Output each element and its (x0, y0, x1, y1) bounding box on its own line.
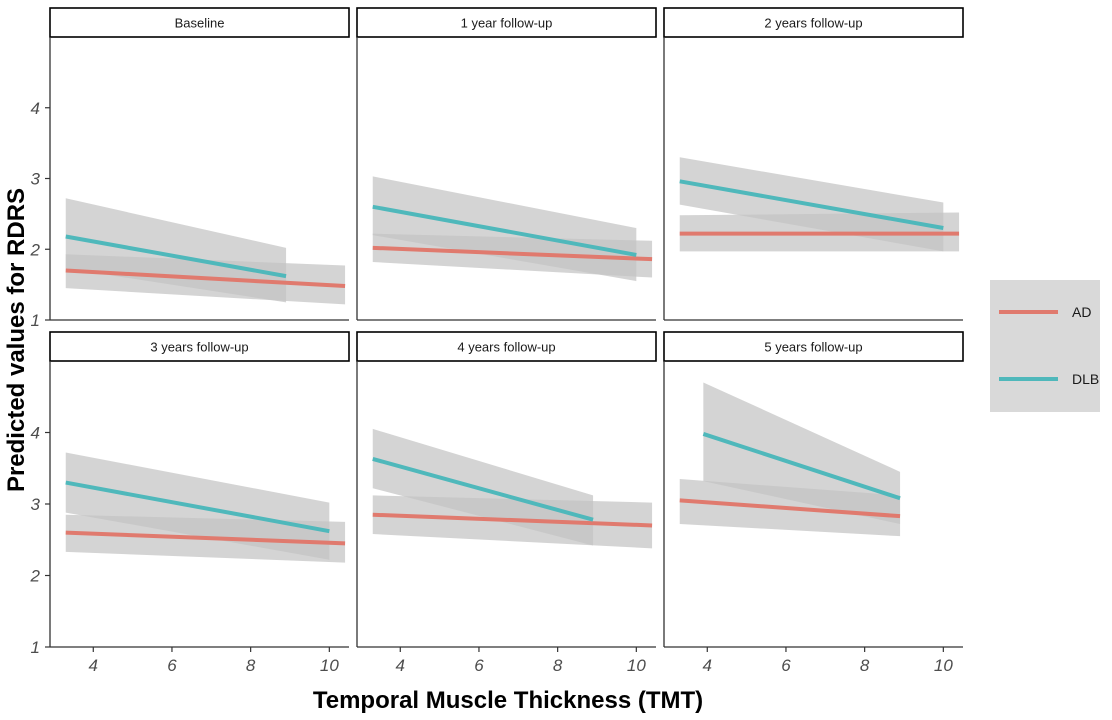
legend-label-ad: AD (1072, 304, 1091, 320)
facet-strip-label: 5 years follow-up (764, 340, 862, 355)
confidence-band-dlb (703, 382, 901, 525)
x-tick-label: 6 (474, 656, 484, 675)
facet-strip (49, 7, 350, 38)
legend-label-dlb: DLB (1072, 371, 1099, 387)
series-line-ad (65, 530, 346, 546)
series-line-ad (372, 245, 653, 262)
series-line-dlb (372, 457, 594, 522)
series-line-dlb (65, 480, 330, 534)
x-tick-label: 8 (860, 656, 870, 675)
x-tick-label: 8 (553, 656, 563, 675)
confidence-band-dlb (65, 198, 287, 303)
facet-strip-label: 2 years follow-up (764, 16, 862, 31)
facet-strip (663, 7, 964, 38)
legend-background (990, 280, 1100, 412)
x-tick-label: 6 (781, 656, 791, 675)
facet-strip-label: 1 year follow-up (461, 16, 553, 31)
x-axis-title: Temporal Muscle Thickness (TMT) (313, 687, 703, 714)
y-tick-label: 1 (31, 311, 40, 330)
x-tick-label: 10 (320, 656, 339, 675)
facet-strip (356, 331, 657, 362)
y-tick-label: 4 (31, 99, 40, 118)
facet-panel: 1 year follow-up (356, 7, 657, 321)
facet-strip-label: Baseline (175, 16, 225, 31)
facet-strip-label: 3 years follow-up (150, 340, 248, 355)
legend: AD DLB (990, 280, 1100, 412)
x-tick-label: 10 (627, 656, 646, 675)
x-tick-label: 4 (703, 656, 712, 675)
confidence-band-dlb (372, 428, 594, 546)
facet-panel: 3 years follow-up 1 2 3 4 4 6 8 10 (30, 331, 350, 675)
panels: Baseline 1 2 3 4 1 year follow-up 2 years foll… (30, 7, 964, 675)
facet-strip (356, 7, 657, 38)
series-line-ad (679, 498, 901, 519)
x-tick-label: 4 (89, 656, 98, 675)
series-line-dlb (679, 179, 944, 230)
x-tick-label: 8 (246, 656, 256, 675)
series-line-dlb (65, 234, 287, 279)
x-tick-label: 4 (396, 656, 405, 675)
y-tick-label: 1 (31, 638, 40, 657)
x-tick-label: 10 (934, 656, 953, 675)
series-line-dlb (372, 204, 637, 257)
facet-strip (663, 331, 964, 362)
facet-panel: Baseline 1 2 3 4 (30, 7, 350, 330)
facet-panel: 2 years follow-up (663, 7, 964, 321)
y-tick-label: 2 (30, 567, 41, 586)
series-line-dlb (702, 432, 901, 501)
facet-strip (49, 331, 350, 362)
y-tick-label: 4 (31, 424, 40, 443)
series-line-ad (65, 268, 346, 289)
x-tick-label: 6 (167, 656, 177, 675)
y-tick-label: 2 (30, 240, 41, 259)
y-tick-label: 3 (31, 170, 41, 189)
series-line-ad (372, 512, 653, 528)
y-axis-title: Predicted values for RDRS (3, 188, 30, 492)
facet-strip-label: 4 years follow-up (457, 340, 555, 355)
facet-panel: 5 years follow-up 4 6 8 10 (663, 331, 964, 675)
y-tick-label: 3 (31, 495, 41, 514)
facet-panel: 4 years follow-up 4 6 8 10 (356, 331, 657, 675)
